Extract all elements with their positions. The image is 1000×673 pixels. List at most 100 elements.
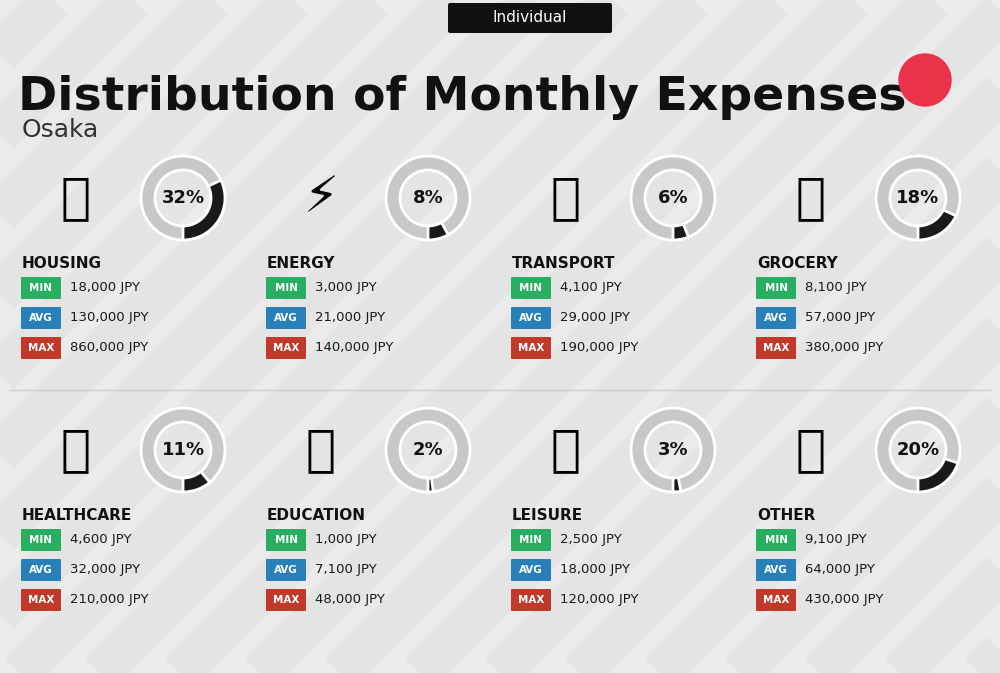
Circle shape — [899, 54, 951, 106]
FancyBboxPatch shape — [266, 559, 306, 581]
Text: Osaka: Osaka — [22, 118, 99, 142]
FancyBboxPatch shape — [266, 589, 306, 611]
Text: 3,000 JPY: 3,000 JPY — [315, 281, 377, 295]
FancyBboxPatch shape — [266, 307, 306, 329]
Text: 1,000 JPY: 1,000 JPY — [315, 534, 377, 546]
Text: MAX: MAX — [28, 343, 54, 353]
Text: 18,000 JPY: 18,000 JPY — [70, 281, 140, 295]
Text: 860,000 JPY: 860,000 JPY — [70, 341, 148, 355]
Text: 9,100 JPY: 9,100 JPY — [805, 534, 867, 546]
Text: EDUCATION: EDUCATION — [267, 508, 366, 523]
Text: MIN: MIN — [274, 535, 298, 545]
Text: 7,100 JPY: 7,100 JPY — [315, 563, 377, 577]
Wedge shape — [631, 408, 715, 492]
Wedge shape — [386, 156, 470, 240]
Wedge shape — [876, 408, 960, 492]
Text: AVG: AVG — [519, 565, 543, 575]
Text: ENERGY: ENERGY — [267, 256, 336, 271]
Wedge shape — [386, 408, 470, 492]
Text: 🏢: 🏢 — [61, 174, 91, 222]
Text: MAX: MAX — [273, 343, 299, 353]
Wedge shape — [673, 224, 688, 240]
Text: 380,000 JPY: 380,000 JPY — [805, 341, 883, 355]
Text: MIN: MIN — [274, 283, 298, 293]
FancyBboxPatch shape — [511, 307, 551, 329]
FancyBboxPatch shape — [756, 337, 796, 359]
Text: 18,000 JPY: 18,000 JPY — [560, 563, 630, 577]
FancyBboxPatch shape — [511, 277, 551, 299]
Wedge shape — [428, 478, 433, 492]
Text: AVG: AVG — [29, 313, 53, 323]
Text: MAX: MAX — [273, 595, 299, 605]
Wedge shape — [876, 156, 960, 240]
Text: Individual: Individual — [493, 11, 567, 26]
FancyBboxPatch shape — [266, 529, 306, 551]
Text: HOUSING: HOUSING — [22, 256, 102, 271]
Text: 29,000 JPY: 29,000 JPY — [560, 312, 630, 324]
Text: TRANSPORT: TRANSPORT — [512, 256, 616, 271]
FancyBboxPatch shape — [511, 559, 551, 581]
Text: 21,000 JPY: 21,000 JPY — [315, 312, 385, 324]
Text: MIN: MIN — [520, 283, 542, 293]
FancyBboxPatch shape — [21, 589, 61, 611]
Text: ⚡: ⚡ — [303, 174, 339, 222]
Text: Distribution of Monthly Expenses: Distribution of Monthly Expenses — [18, 75, 906, 120]
Text: 2,500 JPY: 2,500 JPY — [560, 534, 622, 546]
Text: 4,100 JPY: 4,100 JPY — [560, 281, 622, 295]
FancyBboxPatch shape — [21, 529, 61, 551]
Text: AVG: AVG — [764, 313, 788, 323]
Text: 🎓: 🎓 — [306, 426, 336, 474]
Text: AVG: AVG — [274, 565, 298, 575]
Text: MIN: MIN — [30, 283, 52, 293]
Text: 💰: 💰 — [796, 426, 826, 474]
Text: 6%: 6% — [658, 189, 688, 207]
Wedge shape — [183, 472, 210, 492]
FancyBboxPatch shape — [756, 277, 796, 299]
FancyBboxPatch shape — [756, 529, 796, 551]
FancyBboxPatch shape — [511, 529, 551, 551]
Text: MAX: MAX — [28, 595, 54, 605]
Text: AVG: AVG — [29, 565, 53, 575]
Wedge shape — [918, 459, 958, 492]
Text: 32%: 32% — [161, 189, 205, 207]
Text: 120,000 JPY: 120,000 JPY — [560, 594, 639, 606]
Text: 32,000 JPY: 32,000 JPY — [70, 563, 140, 577]
Text: 64,000 JPY: 64,000 JPY — [805, 563, 875, 577]
FancyBboxPatch shape — [756, 307, 796, 329]
Text: MIN: MIN — [765, 535, 788, 545]
Text: 🛍️: 🛍️ — [551, 426, 581, 474]
Wedge shape — [631, 156, 715, 240]
FancyBboxPatch shape — [511, 337, 551, 359]
Text: 210,000 JPY: 210,000 JPY — [70, 594, 148, 606]
FancyBboxPatch shape — [756, 589, 796, 611]
Text: 2%: 2% — [413, 441, 443, 459]
Text: MIN: MIN — [765, 283, 788, 293]
Text: 140,000 JPY: 140,000 JPY — [315, 341, 393, 355]
Wedge shape — [673, 478, 681, 492]
Wedge shape — [428, 223, 448, 240]
Text: MAX: MAX — [518, 595, 544, 605]
FancyBboxPatch shape — [756, 559, 796, 581]
Wedge shape — [141, 156, 225, 240]
Text: 130,000 JPY: 130,000 JPY — [70, 312, 148, 324]
Text: 8%: 8% — [413, 189, 443, 207]
Text: AVG: AVG — [519, 313, 543, 323]
Text: AVG: AVG — [764, 565, 788, 575]
Text: 🛒: 🛒 — [796, 174, 826, 222]
Text: 430,000 JPY: 430,000 JPY — [805, 594, 883, 606]
FancyBboxPatch shape — [21, 559, 61, 581]
Text: 11%: 11% — [161, 441, 205, 459]
Text: MAX: MAX — [518, 343, 544, 353]
Text: 20%: 20% — [896, 441, 940, 459]
FancyBboxPatch shape — [511, 589, 551, 611]
Text: 🏥: 🏥 — [61, 426, 91, 474]
Text: 190,000 JPY: 190,000 JPY — [560, 341, 638, 355]
Wedge shape — [183, 180, 225, 240]
FancyBboxPatch shape — [21, 307, 61, 329]
FancyBboxPatch shape — [21, 337, 61, 359]
Text: AVG: AVG — [274, 313, 298, 323]
Text: OTHER: OTHER — [757, 508, 815, 523]
Text: 57,000 JPY: 57,000 JPY — [805, 312, 875, 324]
FancyBboxPatch shape — [266, 277, 306, 299]
Text: 3%: 3% — [658, 441, 688, 459]
